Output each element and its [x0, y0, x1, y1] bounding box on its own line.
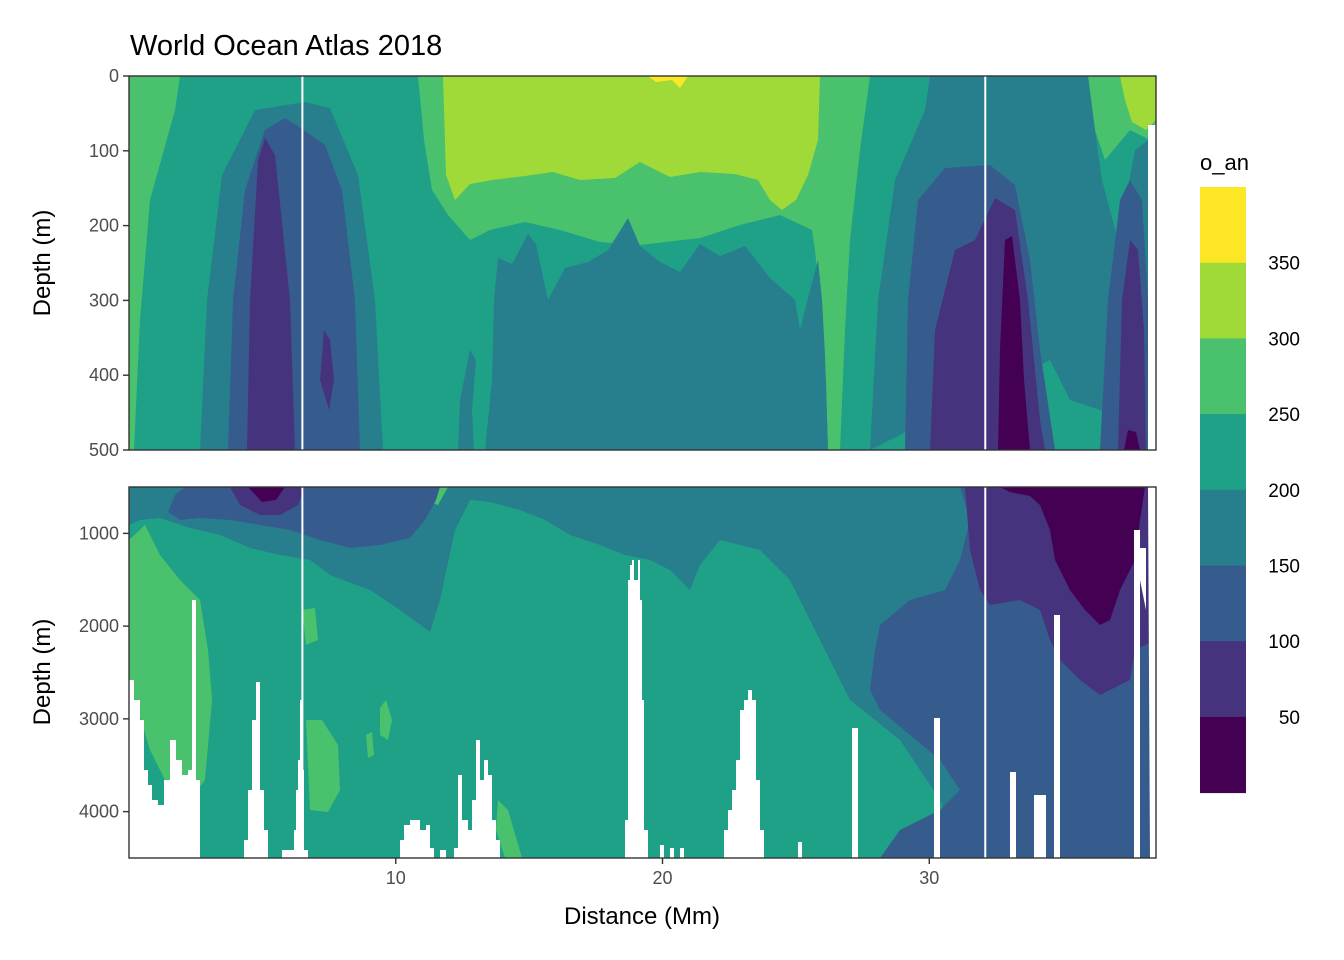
- legend: o_an 50 100 150 200 250 300 350: [1200, 150, 1300, 794]
- y-tick-label: 500: [89, 440, 119, 460]
- upper-oxygen-field: [129, 76, 1156, 450]
- upper-band-250-300-west: [129, 76, 180, 450]
- y-tick-label: 4000: [79, 802, 119, 822]
- upper-band-350-plus: [648, 76, 688, 88]
- y-axis-title-upper: Depth (m): [29, 210, 56, 317]
- upper-reference-lines: [301, 76, 987, 450]
- legend-label: 50: [1279, 708, 1300, 729]
- legend-title: o_an: [1200, 150, 1249, 175]
- x-axis-title: Distance (Mm): [564, 903, 720, 930]
- upper-no-data: [1148, 125, 1156, 450]
- chart-title: World Ocean Atlas 2018: [130, 30, 442, 62]
- legend-swatch: [1200, 262, 1246, 339]
- upper-panel: 0 100 200 300 400 500: [89, 66, 1157, 460]
- lower-y-axis: 1000 2000 3000 4000: [79, 523, 129, 822]
- legend-swatch: [1200, 489, 1246, 566]
- x-tick-label: 30: [919, 868, 939, 888]
- lower-reference-lines: [301, 487, 987, 858]
- upper-y-axis: 0 100 200 300 400 500: [89, 66, 129, 460]
- legend-colorbar: [1200, 187, 1246, 794]
- upper-band-below-50-tip: [1124, 430, 1140, 450]
- legend-swatch: [1200, 187, 1246, 264]
- legend-swatch: [1200, 565, 1246, 642]
- upper-band-300-350-east: [1120, 76, 1156, 130]
- legend-label: 300: [1268, 329, 1300, 350]
- lower-bottom-topography: [129, 487, 1156, 858]
- legend-swatch: [1200, 414, 1246, 491]
- y-tick-label: 200: [89, 216, 119, 236]
- y-tick-label: 2000: [79, 616, 119, 636]
- upper-band-50-100-west: [247, 138, 295, 450]
- upper-band-150-200-central: [485, 218, 828, 450]
- lower-oxygen-field: [129, 487, 1156, 858]
- y-tick-label: 1000: [79, 523, 119, 543]
- legend-labels: 50 100 150 200 250 300 350: [1268, 254, 1300, 729]
- lower-band-250-300-patch-4: [496, 800, 522, 858]
- legend-swatch: [1200, 641, 1246, 718]
- upper-band-300-350-central: [443, 76, 820, 210]
- lower-panel: 1000 2000 3000 4000 10 20 30: [79, 486, 1157, 888]
- lower-band-250-300-west: [129, 525, 212, 800]
- x-axis: 10 20 30: [386, 858, 939, 888]
- x-tick-label: 20: [652, 868, 672, 888]
- upper-band-50-100-ridge: [320, 330, 334, 410]
- legend-label: 250: [1268, 405, 1300, 426]
- y-tick-label: 300: [89, 290, 119, 310]
- legend-label: 350: [1268, 254, 1300, 275]
- lower-band-250-300-patch-1: [306, 720, 340, 812]
- x-tick-label: 10: [386, 868, 406, 888]
- y-tick-label: 3000: [79, 709, 119, 729]
- lower-band-below-50-east: [1000, 487, 1145, 625]
- y-tick-label: 0: [109, 66, 119, 86]
- lower-panel-border: [128, 486, 1157, 859]
- legend-label: 100: [1268, 632, 1300, 653]
- upper-band-50-100-east-2: [1118, 240, 1146, 450]
- lower-band-250-300-patch-3: [366, 732, 374, 758]
- y-tick-label: 400: [89, 365, 119, 385]
- lower-band-150-200-top: [129, 487, 1156, 858]
- upper-band-150-200-patch: [458, 350, 476, 450]
- legend-swatch: [1200, 338, 1246, 415]
- lower-band-250-300-patch-2: [380, 700, 392, 740]
- lower-band-250-300-patch-5: [302, 608, 318, 645]
- upper-panel-border: [128, 75, 1157, 451]
- lower-band-100-150-west: [168, 487, 440, 548]
- y-axis-title-lower: Depth (m): [29, 619, 56, 726]
- legend-label: 200: [1268, 481, 1300, 502]
- upper-band-below-50-east: [998, 236, 1030, 450]
- legend-swatch: [1200, 716, 1246, 794]
- lower-band-below-50-west: [248, 487, 285, 502]
- legend-label: 150: [1268, 557, 1300, 578]
- y-tick-label: 100: [89, 141, 119, 161]
